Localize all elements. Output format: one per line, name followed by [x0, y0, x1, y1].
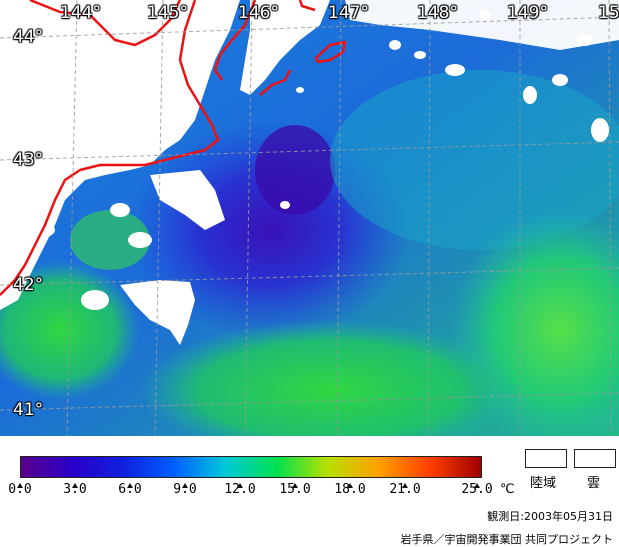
cyan-water-region	[330, 70, 619, 250]
scale-label: 25.0	[461, 482, 493, 497]
longitude-label-145: 145°	[147, 3, 188, 23]
latitude-label-44: 44°	[13, 27, 44, 47]
kunashiri-land	[240, 0, 330, 95]
scale-tick	[182, 483, 188, 488]
scale-tick	[292, 483, 298, 488]
latitude-label-43: 43°	[13, 150, 44, 170]
cold-water-core	[255, 125, 335, 215]
coastline	[0, 0, 347, 296]
credit-text: 岩手県／宇宙開発事業団 共同プロジェクト	[400, 533, 614, 546]
land-key-swatch	[525, 449, 567, 468]
scale-tick	[17, 483, 23, 488]
observation-date: 観測日:2003年05月31日	[487, 510, 613, 523]
scale-label: 0.0	[8, 482, 32, 497]
scale-label: 9.0	[173, 482, 197, 497]
longitude-label-144: 144°	[60, 3, 101, 23]
hokkaido-land	[0, 0, 240, 310]
cloud-patches	[25, 10, 609, 345]
longitude-label-147: 147°	[328, 3, 369, 23]
scale-label: 3.0	[63, 482, 87, 497]
scale-tick	[402, 483, 408, 488]
scale-unit: ℃	[500, 482, 515, 497]
green-patch-west	[70, 210, 150, 270]
cloud-key-label: 雲	[587, 476, 601, 491]
longitude-label-149: 149°	[507, 3, 548, 23]
longitude-label-146: 146°	[238, 3, 279, 23]
scale-label: 12.0	[224, 482, 256, 497]
lat-lon-grid	[0, 0, 619, 436]
sea-surface-temperature-map	[0, 0, 619, 436]
temperature-color-scale	[20, 456, 482, 478]
scale-tick	[237, 483, 243, 488]
scale-label: 18.0	[334, 482, 366, 497]
longitude-label-148: 148°	[417, 3, 458, 23]
latitude-label-41: 41°	[13, 400, 44, 420]
scale-label: 6.0	[118, 482, 142, 497]
scale-label: 15.0	[279, 482, 311, 497]
scale-label: 21.0	[389, 482, 421, 497]
scale-tick	[347, 483, 353, 488]
land-key-label: 陸域	[530, 476, 557, 491]
scale-tick	[474, 483, 480, 488]
etorofu-land	[345, 0, 619, 50]
scale-tick	[72, 483, 78, 488]
latitude-label-42: 42°	[13, 275, 44, 295]
legend: 0.0 3.0 6.0 9.0 12.0 15.0 18.0 21.0 25.0…	[0, 436, 619, 546]
warm-water-south	[140, 320, 520, 436]
longitude-label-150: 15	[598, 3, 619, 23]
scale-tick	[127, 483, 133, 488]
cloud-key-swatch	[574, 449, 616, 468]
